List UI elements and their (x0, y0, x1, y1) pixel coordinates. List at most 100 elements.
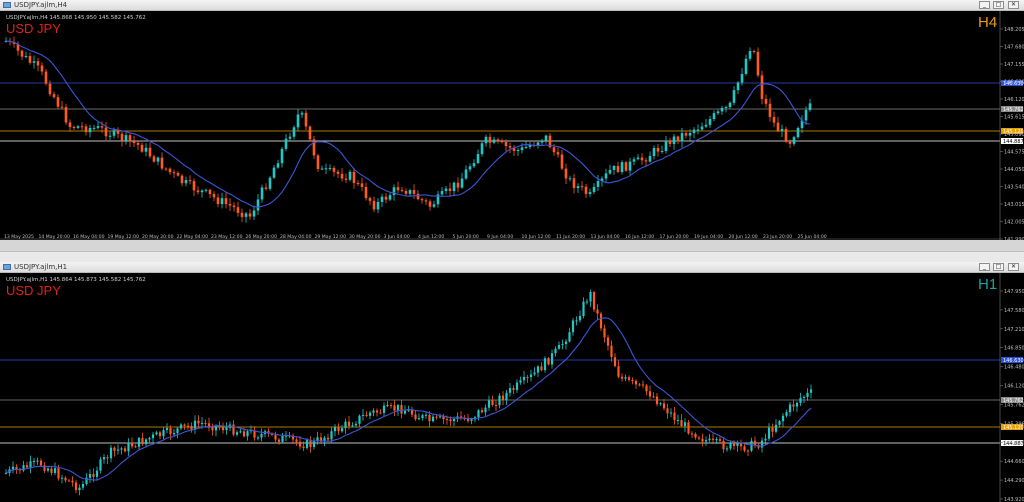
candle-body (328, 167, 332, 169)
horizontal-levels[interactable]: 146.630 145.762 145.120 144.887 (0, 357, 1024, 447)
price-chart-h1[interactable]: USDJPY.ajlm,H1 145.864 145.873 145.582 1… (0, 273, 1024, 502)
candle-body (244, 213, 248, 217)
candle-body (564, 341, 568, 345)
ohlc-header: USDJPY.ajlm,H1 145.864 145.873 145.582 1… (6, 277, 146, 283)
price-tick-label: 144.290 (1004, 478, 1024, 484)
candle-body (16, 43, 20, 51)
candle-body (753, 440, 757, 446)
candle-body (176, 173, 180, 176)
maximize-button[interactable]: □ (993, 1, 1004, 9)
candle-body (46, 468, 50, 471)
candle-body (536, 366, 540, 373)
candle-body (452, 418, 456, 422)
candle-body (480, 143, 484, 155)
candle-body (744, 58, 748, 74)
minimize-button[interactable]: _ (979, 1, 990, 9)
window-titlebar[interactable]: USDJPY.ajlm,H4 _ □ ✕ (0, 0, 1024, 11)
candle-body (806, 392, 809, 397)
time-tick-label: 19 Jun 04:00 (694, 234, 723, 240)
candle-body (412, 190, 416, 194)
chart-canvas-h1[interactable]: USDJPY.ajlm,H1 145.864 145.873 145.582 1… (0, 273, 1024, 502)
minimize-button[interactable]: _ (979, 263, 990, 271)
candle-body (608, 169, 612, 174)
candle-body (776, 122, 780, 132)
candle-body (496, 139, 500, 142)
candle-body (505, 392, 508, 401)
candle-body (576, 186, 580, 189)
price-level-tag (1001, 128, 1023, 134)
candle-body (20, 50, 24, 57)
chart-window-icon (3, 2, 11, 8)
chart-canvas-h4[interactable]: USDJPY.ajlm,H4 145.868 145.950 145.582 1… (0, 11, 1024, 240)
candle-body (606, 337, 610, 346)
chart-window-h4[interactable]: USDJPY.ajlm,H4 _ □ ✕ USDJPY.ajlm,H4 145.… (0, 0, 1024, 251)
price-axis: 147.950 147.580 147.210 146.850 146.480 146.1… (999, 273, 1024, 502)
candle-body (407, 409, 410, 411)
candle-body (524, 147, 528, 149)
window-titlebar[interactable]: USDJPY.ajlm,H1 _ □ ✕ (0, 262, 1024, 273)
candle-body (164, 168, 168, 170)
price-chart-h4[interactable]: USDJPY.ajlm,H4 145.868 145.950 145.582 1… (0, 11, 1024, 240)
candle-body (32, 460, 36, 462)
candle-body (296, 114, 300, 128)
candle-body (384, 196, 388, 200)
candle-body (463, 418, 466, 420)
candle-body (522, 377, 526, 381)
candle-body (44, 71, 48, 84)
candle-body (172, 432, 176, 435)
candle-body (277, 439, 281, 442)
candle-body (484, 407, 487, 413)
candle-body (610, 345, 613, 358)
candle-body (501, 395, 505, 401)
candle-body (627, 377, 631, 380)
candle-body (180, 175, 184, 184)
price-level-tag (1001, 357, 1023, 363)
candle-body (428, 414, 431, 422)
candle-body (575, 320, 578, 322)
horizontal-levels[interactable]: 146.630 145.762 145.120 144.887 (0, 80, 1024, 145)
maximize-button[interactable]: □ (993, 263, 1004, 271)
candle-body (644, 160, 648, 162)
candle-body (792, 404, 795, 407)
moving-average (5, 317, 812, 481)
moving-average (5, 40, 811, 208)
candle-body (127, 442, 130, 452)
price-tick-label: 146.630 (1004, 80, 1024, 86)
candle-body (368, 412, 372, 416)
candle-body (84, 126, 88, 133)
candle-body (729, 442, 732, 449)
candle-body (50, 468, 53, 473)
candle-body (216, 197, 220, 205)
window-separator (0, 251, 1024, 263)
candle-body (652, 396, 655, 398)
candle-body (380, 196, 384, 202)
candle-body (60, 477, 64, 479)
candle-body (484, 136, 488, 144)
price-tick-label: 145.030 (1004, 440, 1024, 446)
candle-body (128, 135, 132, 142)
candle-body (684, 133, 688, 136)
price-level-label: 145.120 (1003, 425, 1024, 431)
candle-body (620, 376, 624, 379)
candle-body (252, 210, 256, 217)
candle-body (109, 447, 113, 459)
candle-body (95, 470, 99, 477)
candle-body (240, 212, 244, 217)
candle-body (168, 168, 172, 173)
candle-body (571, 320, 575, 333)
candle-body (88, 127, 92, 133)
candle-body (188, 180, 192, 182)
close-button[interactable]: ✕ (1008, 263, 1019, 271)
chart-window-h1[interactable]: USDJPY.ajlm,H1 _ □ ✕ USDJPY.ajlm,H1 145.… (0, 262, 1024, 502)
candle-body (48, 83, 52, 95)
candle-body (316, 155, 320, 170)
close-button[interactable]: ✕ (1008, 1, 1019, 9)
candle-body (785, 412, 788, 416)
candle-body (788, 404, 792, 413)
candle-body (548, 135, 552, 148)
candle-body (585, 301, 589, 303)
candle-body (596, 181, 600, 187)
candle-body (64, 477, 67, 481)
price-level-tag (1001, 397, 1023, 403)
price-level-tag (1001, 138, 1023, 144)
